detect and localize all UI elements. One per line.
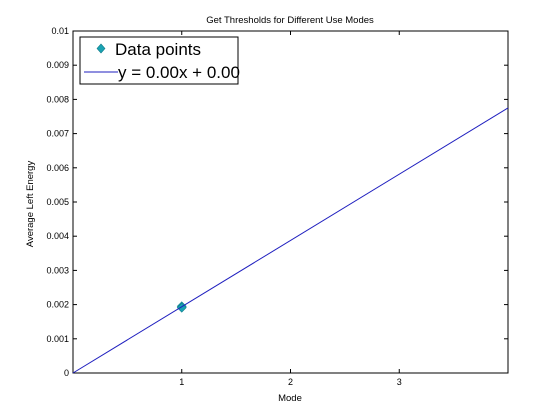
x-axis-label: Mode xyxy=(278,393,302,404)
y-tick-label: 0 xyxy=(64,368,69,378)
legend-label-fit: y = 0.00x + 0.00 xyxy=(118,63,240,82)
y-tick-label: 0.007 xyxy=(46,129,69,139)
legend-marker-data-points xyxy=(96,43,106,54)
y-tick-label: 0.004 xyxy=(46,231,69,241)
plot-area xyxy=(72,30,509,374)
y-tick-label: 0.005 xyxy=(46,197,69,207)
x-tick-label: 1 xyxy=(179,377,184,387)
y-tick-label: 0.002 xyxy=(46,300,69,310)
series-layer xyxy=(72,107,509,374)
legend: Data points y = 0.00x + 0.00 xyxy=(79,36,240,85)
x-tick-label: 2 xyxy=(288,377,293,387)
legend-box xyxy=(79,36,239,85)
y-tick-label: 0.008 xyxy=(46,94,69,104)
y-axis-label: Average Left Energy xyxy=(25,161,36,248)
legend-label-data-points: Data points xyxy=(115,40,201,59)
chart-title: Get Thresholds for Different Use Modes xyxy=(206,15,374,26)
y-tick-label: 0.003 xyxy=(46,265,69,275)
y-axis-ticks: 0 0.001 0.002 0.003 0.004 0.005 0.006 0.007 0.00… xyxy=(46,26,508,378)
x-tick-label: 3 xyxy=(397,377,402,387)
y-tick-label: 0.009 xyxy=(46,60,69,70)
y-tick-label: 0.01 xyxy=(51,26,69,36)
x-axis-ticks: 1 2 3 xyxy=(179,31,402,387)
y-tick-label: 0.001 xyxy=(46,334,69,344)
fit-line xyxy=(72,107,509,374)
y-tick-label: 0.006 xyxy=(46,163,69,173)
